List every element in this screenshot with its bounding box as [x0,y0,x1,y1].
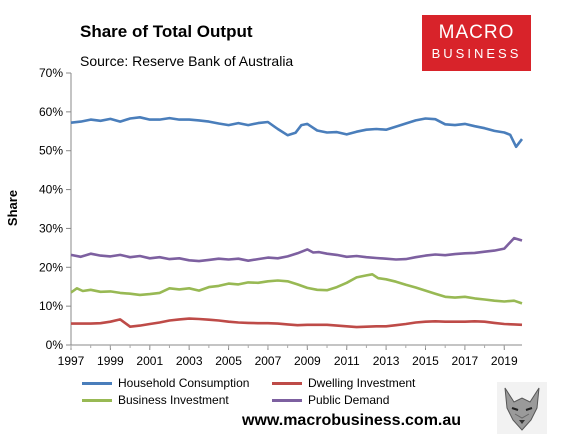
website-url: www.macrobusiness.com.au [242,412,462,429]
legend-item-business-investment: Business Investment [82,393,229,407]
legend-swatch [272,399,302,403]
logo-line-2: BUSINESS [431,46,522,61]
x-tick-label: 2005 [215,354,242,368]
x-tick-label: 1999 [97,354,124,368]
y-tick-label: 50% [39,144,63,158]
legend-label: Household Consumption [118,376,250,390]
legend-item-dwelling-investment: Dwelling Investment [272,376,415,390]
x-tick-label: 2013 [373,354,400,368]
legend-swatch [272,382,302,386]
x-tick-label: 2001 [136,354,163,368]
series-line-0 [70,116,524,149]
y-tick-label: 10% [39,299,63,313]
y-axis-label: Share [5,190,20,226]
x-tick-label: 2015 [412,354,439,368]
y-tick-label: 0% [46,338,64,352]
y-tick-label: 70% [39,66,63,80]
wolf-icon [497,382,547,434]
x-tick-label: 2009 [294,354,321,368]
logo-line-1: MACRO [438,22,515,43]
x-tick-label: 2017 [452,354,479,368]
series-line-1 [71,317,523,329]
chart-axes [66,72,522,350]
legend-label: Business Investment [118,393,229,407]
chart-subtitle: Source: Reserve Bank of Australia [80,53,294,69]
x-tick-label: 2011 [334,354,360,368]
y-tick-label: 20% [39,260,63,274]
page-title: Share of Total Output [80,22,253,41]
x-tick-label: 2003 [176,354,203,368]
y-tick-label: 30% [39,221,63,235]
legend-label: Dwelling Investment [308,376,416,390]
legend-item-household-consumption: Household Consumption [82,376,249,390]
x-tick-label: 2019 [491,354,518,368]
legend-swatch [82,399,112,403]
y-tick-label: 40% [39,183,63,197]
x-tick-label: 1997 [58,354,85,368]
series-lines [70,116,524,329]
x-tick-label: 2007 [255,354,282,368]
legend-swatch [82,382,112,386]
tick-labels: 0% 10% 20% 30% 40% 50% 60% 70% 1997 1999 2001 2003 2… [39,66,518,368]
series-line-3 [70,236,523,263]
legend-item-public-demand: Public Demand [272,393,389,407]
series-line-2 [70,273,523,305]
legend-label: Public Demand [308,393,390,407]
brand-logo: MACRO BUSINESS [422,15,531,71]
y-tick-label: 60% [39,105,63,119]
